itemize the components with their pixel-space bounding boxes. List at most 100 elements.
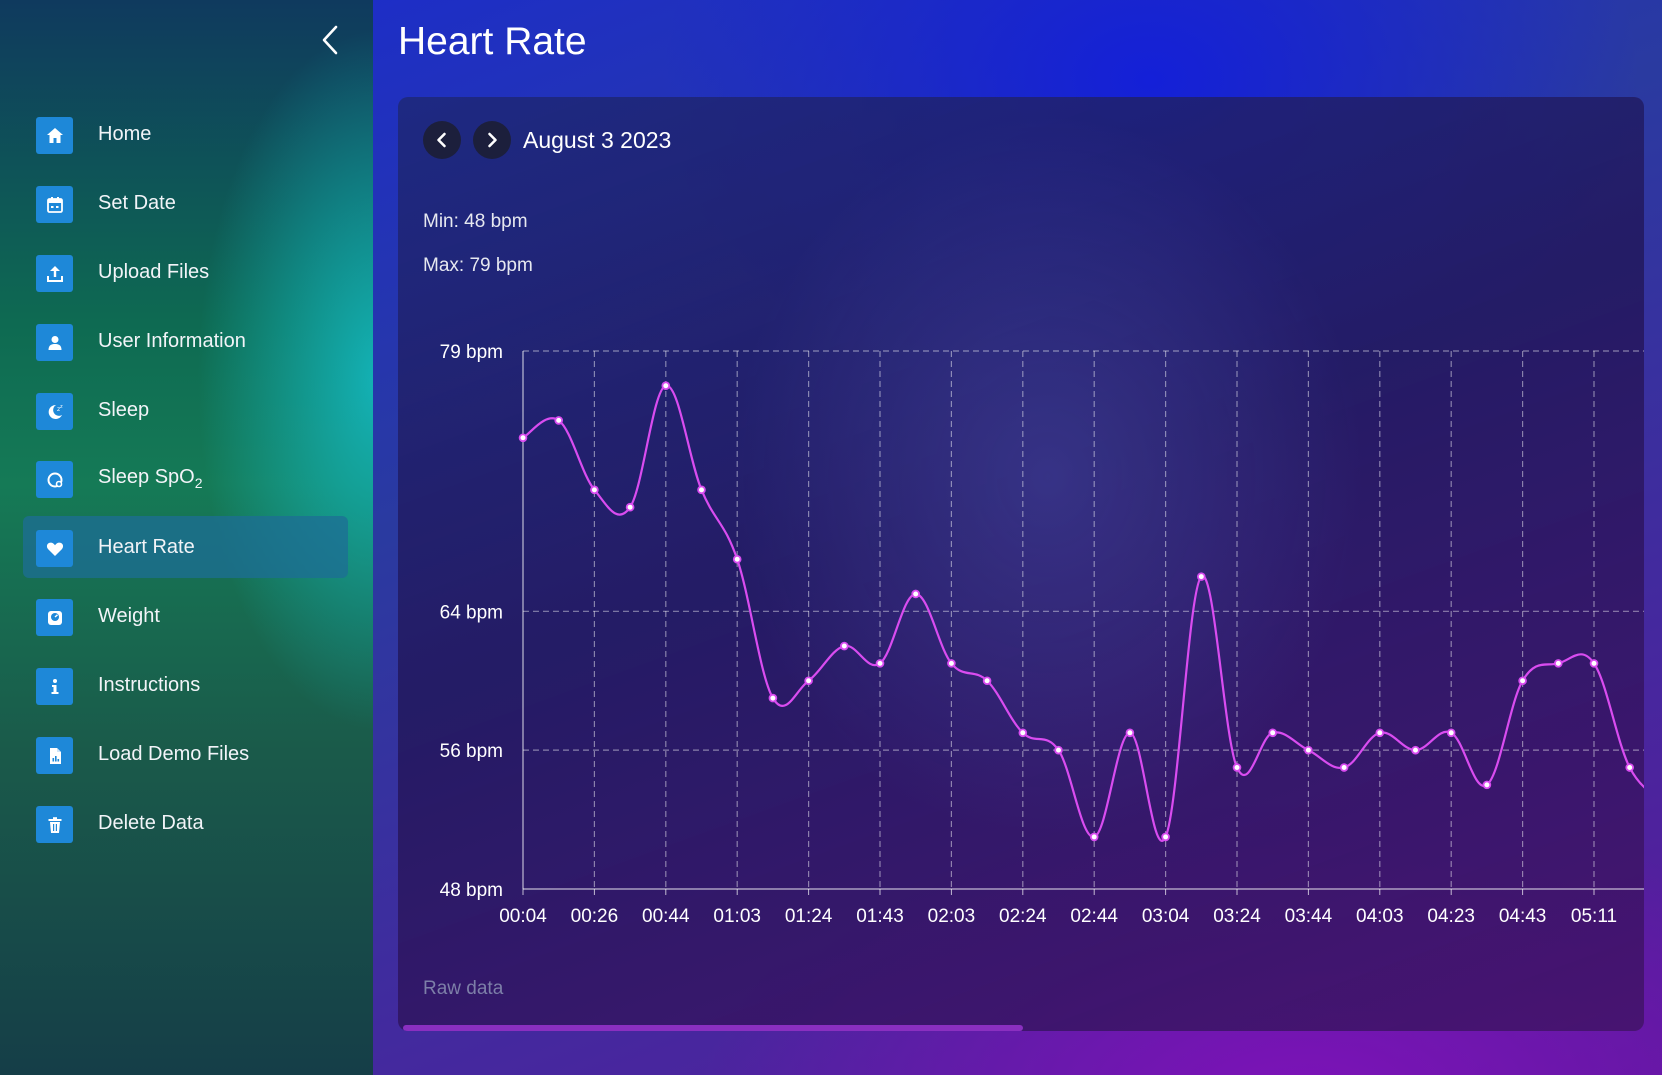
sidebar: Home Set Date Upload Files User Informat… [0, 0, 373, 1075]
heart-rate-point[interactable] [1304, 745, 1313, 755]
file-icon [36, 737, 73, 774]
sidebar-item-load-demo-files[interactable]: Load Demo Files [23, 723, 348, 785]
scale-icon [36, 599, 73, 636]
sidebar-item-sleep-spo2[interactable]: Sleep SpO2 [23, 447, 348, 509]
max-heart-rate: Max: 79 bpm [423, 255, 533, 276]
heart-rate-chart: 79 bpm 64 bpm 56 bpm 48 bpm 00:04 00:26 00:44… [440, 342, 1644, 927]
heart-rate-point[interactable] [1518, 676, 1527, 686]
y-tick-label: 64 bpm [440, 602, 503, 623]
svg-text:z: z [57, 406, 60, 413]
x-tick-label: 04:43 [1499, 906, 1547, 927]
sidebar-item-weight[interactable]: Weight [23, 585, 348, 647]
heart-rate-point[interactable] [1339, 763, 1349, 772]
heart-rate-point[interactable] [697, 485, 706, 495]
y-tick-label: 56 bpm [440, 741, 503, 762]
sidebar-item-label: Delete Data [98, 811, 204, 834]
previous-day-button[interactable] [423, 121, 461, 159]
x-tick-label: 04:03 [1356, 906, 1404, 927]
heart-rate-card: August 3 2023 Min: 48 bpm Max: 79 bpm 79… [398, 97, 1644, 1031]
sidebar-item-delete-data[interactable]: Delete Data [23, 792, 348, 854]
heart-rate-point[interactable] [1161, 832, 1170, 842]
sidebar-item-label: Home [98, 122, 152, 145]
x-tick-label: 00:26 [571, 906, 619, 927]
heart-rate-point[interactable] [947, 659, 956, 668]
heart-rate-point[interactable] [1411, 745, 1420, 755]
sidebar-item-label: Load Demo Files [98, 742, 250, 765]
svg-text:z: z [60, 404, 63, 410]
user-icon [36, 324, 73, 361]
sidebar-item-upload-files[interactable]: Upload Files [23, 241, 348, 303]
heart-icon [36, 530, 73, 567]
calendar-icon [36, 186, 73, 223]
x-tick-label: 01:24 [785, 906, 833, 927]
heart-rate-point[interactable] [518, 433, 528, 443]
y-tick-label: 48 bpm [440, 880, 503, 901]
sidebar-item-heart-rate[interactable]: Heart Rate [23, 516, 348, 578]
heart-rate-point[interactable] [1018, 728, 1028, 738]
x-tick-label: 05:11 [1571, 906, 1617, 927]
heart-rate-point[interactable] [1125, 728, 1135, 738]
heart-rate-point[interactable] [732, 554, 742, 564]
x-tick-label: 03:24 [1213, 906, 1261, 927]
trash-icon [36, 806, 73, 843]
horizontal-scrollbar[interactable] [403, 1025, 1023, 1031]
x-tick-label: 01:43 [856, 906, 904, 927]
sidebar-item-home[interactable]: Home [23, 103, 348, 165]
heart-rate-point[interactable] [1625, 763, 1634, 772]
chevron-left-icon [322, 25, 338, 55]
heart-rate-point[interactable] [1589, 659, 1599, 668]
heart-rate-point[interactable] [768, 693, 778, 703]
y-tick-label: 79 bpm [440, 342, 503, 363]
heart-rate-point[interactable] [625, 502, 635, 512]
sidebar-item-instructions[interactable]: Instructions [23, 654, 348, 716]
chevron-right-icon [488, 132, 497, 148]
spo2-icon [36, 461, 73, 498]
sidebar-item-label: Sleep SpO2 [98, 465, 203, 491]
heart-rate-point[interactable] [911, 589, 920, 599]
raw-data-link[interactable]: Raw data [423, 978, 504, 999]
heart-rate-point[interactable] [1196, 572, 1206, 581]
collapse-sidebar-button[interactable] [312, 22, 348, 58]
sidebar-item-label: Upload Files [98, 260, 210, 283]
x-tick-label: 04:23 [1427, 906, 1475, 927]
x-tick-label: 02:03 [928, 906, 976, 927]
x-tick-label: 00:44 [642, 906, 690, 927]
sidebar-item-user-information[interactable]: User Information [23, 310, 348, 372]
heart-rate-point[interactable] [1482, 780, 1492, 790]
sidebar-item-label: Set Date [98, 191, 176, 214]
info-icon [36, 668, 73, 705]
heart-rate-point[interactable] [1089, 832, 1099, 842]
x-tick-label: 02:44 [1070, 906, 1118, 927]
min-heart-rate: Min: 48 bpm [423, 211, 528, 232]
heart-rate-point[interactable] [554, 416, 564, 425]
heart-rate-point[interactable] [1054, 745, 1063, 755]
chevron-left-icon [437, 132, 446, 148]
heart-rate-point[interactable] [661, 381, 671, 391]
heart-rate-point[interactable] [804, 676, 813, 686]
sidebar-item-label: Sleep [98, 398, 150, 421]
sidebar-item-label: User Information [98, 329, 246, 352]
sidebar-item-set-date[interactable]: Set Date [23, 172, 348, 234]
x-tick-label: 00:04 [499, 906, 547, 927]
sidebar-item-label: Instructions [98, 673, 201, 696]
x-tick-label: 03:44 [1285, 906, 1333, 927]
upload-icon [36, 255, 73, 292]
sidebar-item-label: Weight [98, 604, 160, 627]
heart-rate-series-line [522, 384, 1644, 842]
x-tick-label: 03:04 [1142, 906, 1190, 927]
heart-rate-point[interactable] [1554, 659, 1563, 668]
sidebar-item-label: Heart Rate [98, 535, 195, 558]
heart-rate-point[interactable] [1446, 728, 1456, 738]
heart-rate-point[interactable] [839, 641, 849, 651]
heart-rate-point[interactable] [875, 659, 885, 668]
heart-rate-point[interactable] [590, 485, 599, 495]
x-tick-label: 01:03 [713, 906, 761, 927]
heart-rate-point[interactable] [1268, 728, 1277, 738]
heart-rate-point[interactable] [1375, 728, 1385, 738]
heart-rate-point[interactable] [982, 676, 992, 686]
current-date: August 3 2023 [523, 127, 672, 153]
next-day-button[interactable] [473, 121, 511, 159]
heart-rate-point[interactable] [1232, 763, 1242, 772]
